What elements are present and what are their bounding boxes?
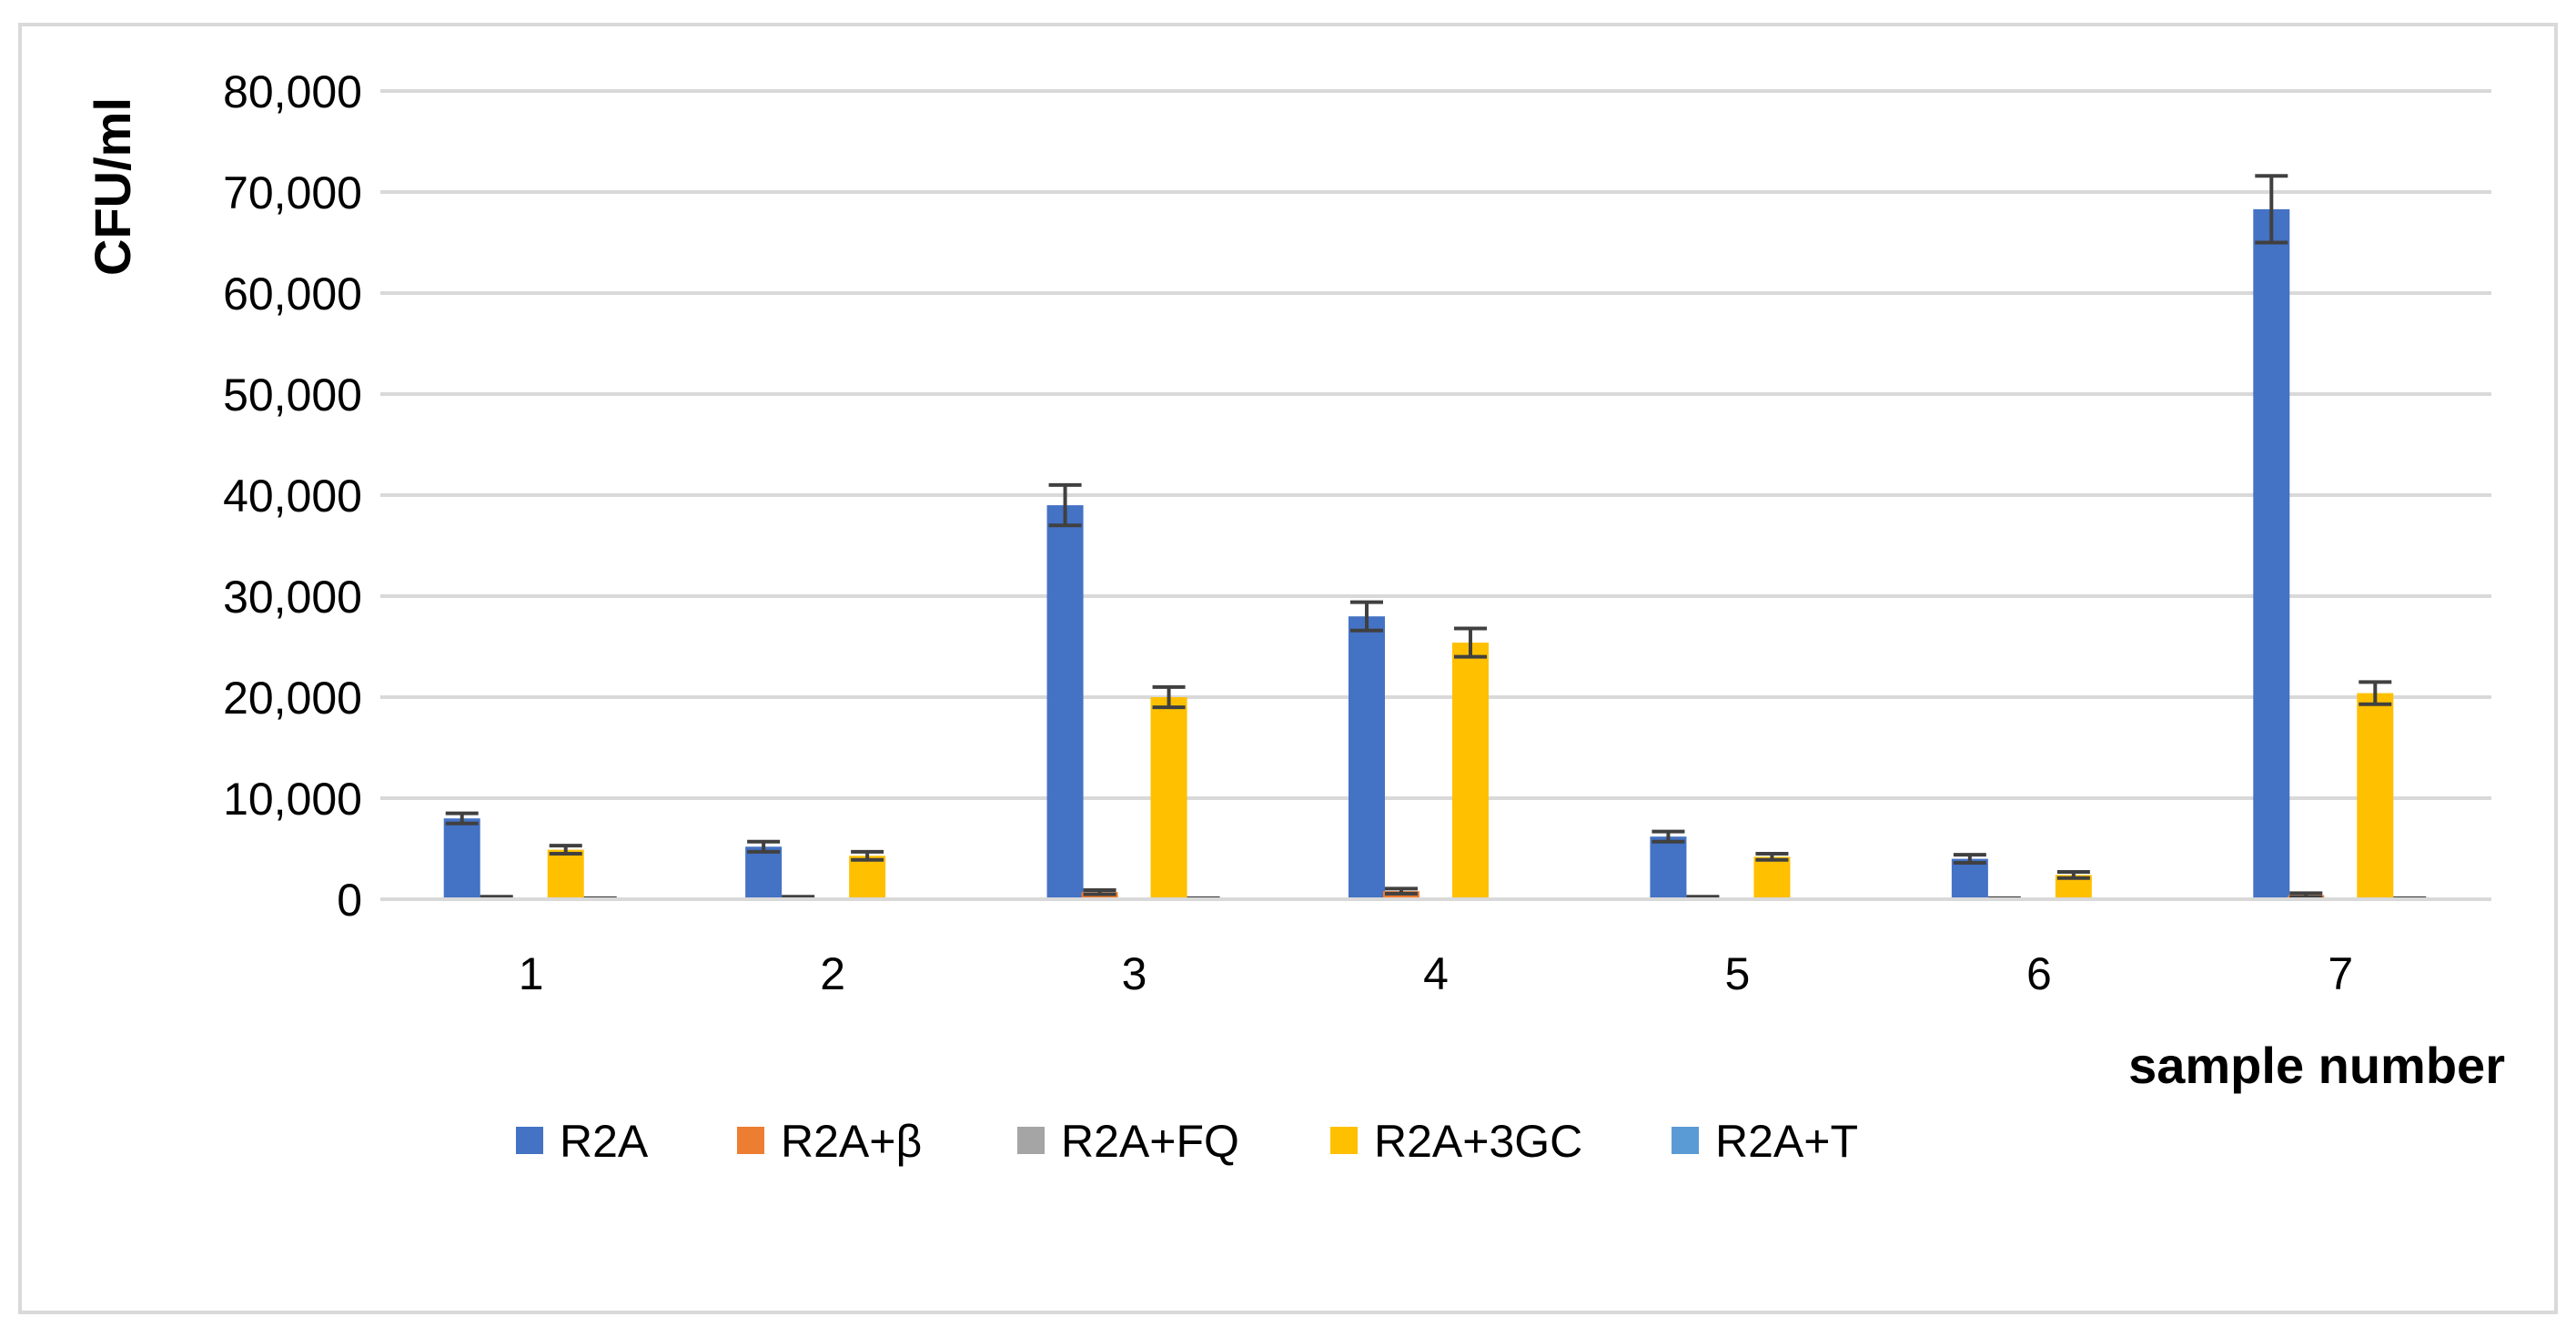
bar: [443, 818, 480, 899]
bar: [2357, 693, 2394, 899]
legend-item: R2A+T: [1672, 1116, 1858, 1167]
bar: [1046, 505, 1084, 899]
error-bar: [1048, 482, 1082, 528]
error-bar: [549, 844, 582, 856]
x-tick-label: 3: [1122, 948, 1147, 999]
y-tick-label: 80,000: [223, 66, 362, 117]
y-tick-label: 60,000: [223, 268, 362, 319]
legend-label: R2A+3GC: [1374, 1116, 1582, 1167]
error-bar: [2056, 870, 2090, 880]
error-bar: [2359, 680, 2392, 706]
y-tick-label: 30,000: [223, 572, 362, 623]
legend: R2A R2A+β R2A+FQ R2A+3GC R2A+T: [516, 1116, 1858, 1167]
x-tick-label: 4: [1423, 948, 1449, 999]
bar: [1753, 856, 1791, 899]
bar: [1452, 643, 1489, 899]
error-bar: [1350, 600, 1383, 633]
chart-frame: [18, 23, 2558, 1314]
bar: [745, 846, 783, 899]
legend-label: R2A+β: [781, 1116, 922, 1167]
error-bar: [2289, 891, 2323, 899]
bar: [2253, 208, 2290, 899]
legend-label: R2A+FQ: [1061, 1116, 1239, 1167]
y-tick-label: 20,000: [223, 673, 362, 724]
error-bars: [445, 174, 2427, 901]
y-tick-label: 40,000: [223, 471, 362, 522]
x-tick-label: 2: [820, 948, 845, 999]
y-tick-label: 10,000: [223, 774, 362, 825]
legend-swatch: [737, 1127, 764, 1154]
bar: [1650, 836, 1687, 899]
error-bar: [1454, 626, 1487, 659]
error-bar: [1953, 853, 1986, 866]
bar: [1349, 616, 1385, 899]
y-axis-title: CFU/ml: [84, 97, 141, 276]
x-axis-title: sample number: [2128, 1037, 2505, 1094]
error-bar: [1385, 886, 1418, 896]
legend-label: R2A: [560, 1116, 649, 1167]
error-bar: [1755, 852, 1789, 862]
y-axis-ticks: 0 10,000 20,000 30,000 40,000 50,000 60,000 70,…: [223, 66, 362, 926]
error-bar: [851, 849, 884, 862]
x-tick-label: 6: [2026, 948, 2052, 999]
legend-label: R2A+T: [1715, 1116, 1858, 1167]
error-bar: [1152, 684, 1186, 710]
x-tick-label: 7: [2328, 948, 2353, 999]
x-tick-label: 1: [519, 948, 544, 999]
x-tick-label: 5: [1725, 948, 1751, 999]
error-bar: [747, 839, 781, 854]
legend-swatch: [1672, 1127, 1699, 1154]
bars: [443, 208, 2429, 899]
legend-item: R2A: [516, 1116, 649, 1167]
y-tick-label: 0: [337, 875, 362, 926]
y-tick-label: 70,000: [223, 167, 362, 218]
bar: [1150, 697, 1187, 899]
bar: [849, 856, 886, 899]
error-bar: [1083, 888, 1116, 896]
legend-swatch: [516, 1127, 543, 1154]
y-tick-label: 50,000: [223, 370, 362, 420]
legend-swatch: [1017, 1127, 1045, 1154]
legend-item: R2A+FQ: [1017, 1116, 1239, 1167]
gridlines: [380, 89, 2491, 800]
error-bar: [1652, 829, 1685, 844]
bar: [1951, 858, 1988, 899]
x-axis-ticks: 1 2 3 4 5 6 7: [519, 948, 2353, 999]
legend-item: R2A+β: [737, 1116, 922, 1167]
legend-item: R2A+3GC: [1330, 1116, 1582, 1167]
error-bar: [2255, 174, 2288, 245]
legend-swatch: [1330, 1127, 1358, 1154]
bar: [547, 849, 584, 899]
error-bar: [445, 811, 479, 825]
